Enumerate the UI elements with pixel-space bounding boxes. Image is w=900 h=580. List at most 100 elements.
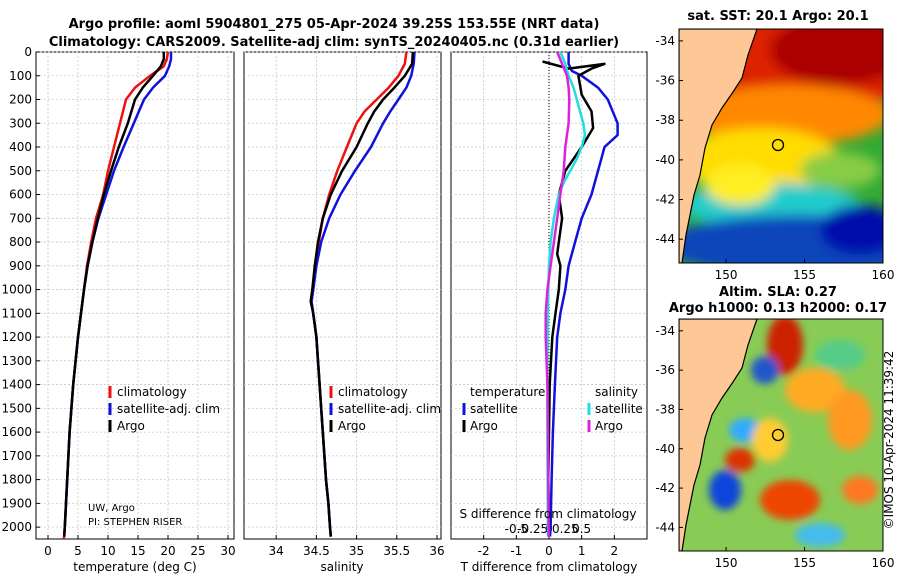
- y-tick-label: 300: [9, 116, 32, 130]
- sst-map-ticks: 150 155 160 -34 -36 -38 -40 -42 -44: [655, 34, 894, 282]
- salinity-series: [309, 52, 416, 537]
- t-difference-tick-labels: -2 -1 0 1 2: [478, 535, 618, 558]
- y-tick-label: 400: [9, 140, 32, 154]
- y-tick-label: 1300: [1, 354, 32, 368]
- imos-watermark: ©IMOS 10-Apr-2024 11:39:42: [882, 351, 896, 530]
- map-y-tick-label: -40: [655, 153, 675, 167]
- series-line-salinity-satellite: [546, 52, 587, 537]
- series-line-salinity-argo: [544, 52, 571, 537]
- temperature-axis-label: temperature (deg C): [73, 560, 196, 574]
- map-x-tick-label: 160: [872, 268, 895, 282]
- x-tick-label: 35: [349, 544, 364, 558]
- y-tick-label: 1600: [1, 425, 32, 439]
- map-y-tick-label: -42: [655, 481, 675, 495]
- map-x-tick-label: 160: [872, 556, 895, 570]
- y-tick-label: 1700: [1, 449, 32, 463]
- series-line-temperature-argo: [542, 60, 606, 528]
- s-difference-axis-label: S difference from climatology: [460, 507, 637, 521]
- sst-map-title: sat. SST: 20.1 Argo: 20.1: [687, 9, 868, 24]
- s-tick-label: 0.25: [552, 522, 579, 536]
- sla-map-frame: [678, 318, 884, 552]
- map-y-tick-label: -42: [655, 193, 675, 207]
- legend-title-temperature: temperature: [470, 385, 545, 399]
- title-line-1: Argo profile: aoml 5904801_275 05-Apr-20…: [69, 17, 600, 32]
- y-tick-label: 900: [9, 259, 32, 273]
- map-x-tick-label: 155: [793, 556, 816, 570]
- legend-label-climatology: climatology: [338, 385, 408, 399]
- s-difference-tick-labels: -0.5-0.250 0.250.5: [505, 522, 592, 536]
- x-tick-label: 5: [74, 544, 82, 558]
- y-tick-label: 1900: [1, 496, 32, 510]
- y-tick-label: 600: [9, 188, 32, 202]
- x-tick-label: 20: [160, 544, 175, 558]
- legend-label-t-argo: Argo: [470, 419, 498, 433]
- map-x-tick-label: 150: [715, 556, 738, 570]
- map-y-tick-label: -38: [655, 113, 675, 127]
- legend-label-t-satellite: satellite: [470, 402, 518, 416]
- y-tick-label: 800: [9, 235, 32, 249]
- x-tick-label: -1: [510, 544, 522, 558]
- map-y-tick-label: -38: [655, 402, 675, 416]
- map-y-tick-label: -36: [655, 363, 675, 377]
- temperature-panel-frame: [35, 51, 235, 540]
- t-difference-axis-label: T difference from climatology: [460, 560, 638, 574]
- y-tick-label: 1200: [1, 330, 32, 344]
- y-tick-label: 500: [9, 164, 32, 178]
- x-tick-label: 36: [429, 544, 444, 558]
- map-y-tick-label: -34: [655, 34, 675, 48]
- map-y-tick-label: -36: [655, 74, 675, 88]
- legend-label-satellite: satellite-adj. clim: [117, 402, 220, 416]
- y-tick-label: 1400: [1, 378, 32, 392]
- map-x-tick-label: 155: [793, 268, 816, 282]
- temperature-grid: [36, 51, 234, 539]
- legend-label-argo: Argo: [338, 419, 366, 433]
- x-tick-label: 0: [44, 544, 52, 558]
- title-line-2: Climatology: CARS2009. Satellite-adj cli…: [49, 35, 619, 50]
- series-line-argo: [62, 52, 166, 537]
- y-tick-label: 1000: [1, 283, 32, 297]
- temperature-tick-labels: 0 5 10 15 20 25 30: [44, 535, 236, 558]
- map-y-tick-label: -44: [655, 520, 675, 534]
- y-tick-label: 200: [9, 93, 32, 107]
- series-line-satellite-adj-clim: [310, 52, 416, 537]
- map-y-tick-label: -34: [655, 324, 675, 338]
- salinity-panel-frame: [243, 51, 442, 540]
- y-tick-label: 1500: [1, 401, 32, 415]
- sla-map-title-1: Altim. SLA: 0.27: [719, 285, 837, 300]
- sst-map-frame: [678, 28, 884, 264]
- series-line-satellite-adj-clim: [62, 52, 173, 537]
- sla-map-ticks: 150 155 160 -34 -36 -38 -40 -42 -44: [655, 324, 894, 570]
- series-line-temperature-satellite: [548, 52, 619, 537]
- y-tick-label: 700: [9, 211, 32, 225]
- y-tick-label: 2000: [1, 520, 32, 534]
- legend-label-s-satellite: satellite: [595, 402, 643, 416]
- sla-map-title-2: Argo h1000: 0.13 h2000: 0.17: [669, 301, 887, 316]
- map-y-tick-label: -40: [655, 442, 675, 456]
- difference-series: [542, 52, 619, 537]
- x-tick-label: -2: [478, 544, 490, 558]
- x-tick-label: 10: [100, 544, 115, 558]
- y-tick-label: 0: [24, 45, 32, 59]
- salinity-legend: climatology satellite-adj. clim Argo: [329, 385, 441, 433]
- series-line-climatology: [62, 52, 170, 539]
- credit-line-2: PI: STEPHEN RISER: [88, 517, 182, 528]
- salinity-axis-label: salinity: [320, 560, 363, 574]
- temperature-series: [62, 52, 173, 539]
- x-tick-label: 15: [130, 544, 145, 558]
- sla-map: [679, 319, 883, 551]
- x-tick-label: 35.5: [383, 544, 410, 558]
- legend-label-satellite: satellite-adj. clim: [338, 402, 441, 416]
- difference-legend: temperature salinity satellite Argo sate…: [462, 385, 643, 433]
- x-tick-label: 25: [190, 544, 205, 558]
- legend-title-salinity: salinity: [595, 385, 638, 399]
- salinity-grid: [244, 51, 441, 539]
- legend-label-climatology: climatology: [117, 385, 187, 399]
- map-x-tick-label: 150: [715, 268, 738, 282]
- legend-label-s-argo: Argo: [595, 419, 623, 433]
- credit-line-1: UW, Argo: [88, 503, 135, 514]
- y-tick-label: 1100: [1, 306, 32, 320]
- sst-map: [679, 29, 883, 263]
- pressure-tick-labels: 0 100 200 300 400 500 600 700 800 900 1000 1100 1200…: [1, 45, 40, 534]
- salinity-tick-labels: 34 34.5 35 35.5 36: [269, 535, 445, 558]
